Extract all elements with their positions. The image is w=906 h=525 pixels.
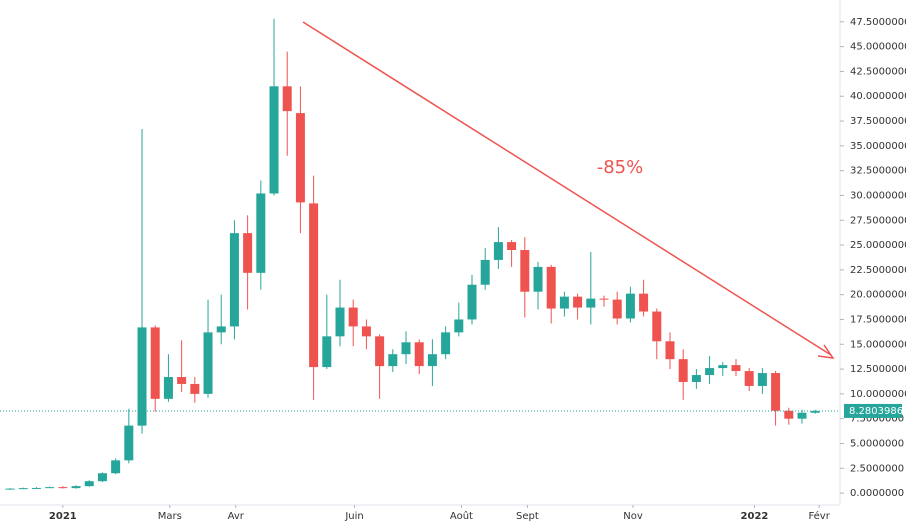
candle-body	[665, 341, 675, 360]
y-tick-label: 47.5000000	[850, 17, 906, 28]
candle-body	[414, 342, 424, 367]
candle-body	[705, 368, 715, 376]
candle-body	[427, 354, 437, 367]
candle-body	[731, 365, 741, 372]
y-tick-label: 20.0000000	[850, 290, 906, 301]
candle-body	[771, 373, 781, 411]
candle-body	[546, 266, 556, 309]
candle-body	[203, 332, 213, 394]
last-price-box	[844, 403, 902, 418]
candle-body	[150, 327, 160, 399]
candle-body	[163, 377, 173, 399]
candle-body	[599, 298, 609, 300]
candle-body	[784, 410, 794, 419]
y-tick-label: 17.5000000	[850, 314, 906, 325]
candle-body	[586, 298, 596, 308]
y-tick-label: 40.0000000	[850, 91, 906, 102]
candle-body	[190, 383, 200, 394]
candle-body	[533, 266, 543, 292]
candle-body	[467, 284, 477, 320]
x-tick-label: Juin	[344, 511, 363, 522]
x-tick-label: 2021	[49, 511, 77, 522]
trend-arrow	[302, 21, 832, 356]
candle-body	[97, 473, 107, 482]
x-tick-label: Sept	[516, 511, 539, 522]
candle-body	[243, 233, 253, 273]
candle-body	[718, 365, 728, 369]
candle-body	[5, 488, 15, 490]
candle-body	[58, 487, 68, 489]
candle-body	[84, 481, 94, 487]
candle-body	[295, 113, 305, 203]
candle-body	[520, 250, 530, 292]
y-tick-label: 2.5000000	[850, 463, 904, 474]
candle-body	[573, 296, 583, 308]
y-tick-label: 7.5000000	[850, 414, 904, 425]
candle-body	[691, 375, 701, 382]
candle-body	[322, 336, 332, 368]
candle-body	[507, 242, 517, 251]
y-tick-label: 22.5000000	[850, 265, 906, 276]
y-tick-label: 30.0000000	[850, 190, 906, 201]
candle-body	[652, 311, 662, 342]
x-tick-label: Avr	[228, 511, 245, 522]
candle-body	[269, 86, 279, 194]
candle-body	[335, 307, 345, 337]
candle-body	[625, 293, 635, 319]
y-tick-label: 25.0000000	[850, 240, 906, 251]
candle-body	[309, 203, 319, 368]
candle-body	[216, 326, 226, 333]
candle-body	[111, 460, 121, 474]
candle-body	[31, 487, 41, 489]
candle-body	[137, 327, 147, 426]
y-tick-label: 5.0000000	[850, 438, 904, 449]
x-tick-label: 2022	[741, 511, 769, 522]
candle-body	[124, 425, 134, 461]
y-tick-label: 45.0000000	[850, 42, 906, 53]
y-tick-label: 32.5000000	[850, 166, 906, 177]
candle-body	[71, 486, 81, 489]
candle-body	[256, 193, 266, 273]
y-tick-label: 35.0000000	[850, 141, 906, 152]
last-price-label: 8.2803986	[849, 406, 903, 417]
candle-body	[757, 373, 767, 386]
candle-body	[45, 487, 55, 489]
candle-body	[401, 342, 411, 355]
y-tick-label: 10.0000000	[850, 389, 906, 400]
y-tick-label: 27.5000000	[850, 215, 906, 226]
y-tick-label: 37.5000000	[850, 116, 906, 127]
candle-body	[18, 488, 28, 490]
candle-body	[454, 319, 464, 333]
candle-body	[678, 359, 688, 382]
y-tick-label: 12.5000000	[850, 364, 906, 375]
candle-body	[612, 299, 622, 319]
candle-body	[361, 326, 371, 337]
annotation: -85%	[597, 157, 644, 178]
y-tick-label: 15.0000000	[850, 339, 906, 350]
x-tick-label: Févr	[808, 510, 830, 522]
candle-body	[744, 371, 754, 386]
candle-body	[441, 332, 451, 355]
candle-body	[375, 336, 385, 367]
x-tick-label: Août	[450, 510, 473, 522]
x-tick-label: Nov	[623, 511, 643, 522]
candle-body	[493, 242, 503, 260]
candle-body	[177, 377, 187, 384]
candle-body	[480, 259, 490, 285]
candle-body	[639, 293, 649, 312]
candle-body	[810, 410, 820, 413]
x-tick-label: Mars	[158, 511, 182, 522]
candle-body	[388, 354, 398, 367]
candle-body	[282, 86, 292, 112]
candle-body	[348, 307, 358, 327]
candle-body	[229, 233, 239, 327]
candle-body	[797, 412, 807, 419]
candle-body	[559, 296, 569, 309]
y-tick-label: 0.0000000	[850, 488, 904, 499]
arrow-head	[817, 344, 835, 359]
y-tick-label: 42.5000000	[850, 66, 906, 77]
